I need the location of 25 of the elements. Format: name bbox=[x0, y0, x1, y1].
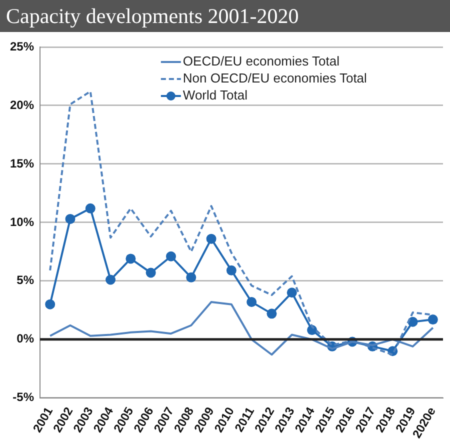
point bbox=[85, 203, 96, 214]
legend-label: Non OECD/EU economies Total bbox=[182, 70, 368, 86]
legend-label: World Total bbox=[182, 88, 248, 103]
point bbox=[106, 274, 116, 285]
point bbox=[226, 265, 236, 276]
y-tick-label: 0% bbox=[16, 332, 34, 346]
point bbox=[206, 234, 216, 244]
point bbox=[286, 288, 297, 298]
legend-label: OECD/EU economies Total bbox=[182, 54, 340, 69]
chart-title: Capacity developments 2001-2020 bbox=[0, 0, 450, 32]
y-tick-label: 25% bbox=[10, 39, 34, 54]
point bbox=[186, 272, 196, 282]
point bbox=[166, 251, 176, 262]
point bbox=[126, 254, 136, 264]
y-tick-label: 15% bbox=[10, 156, 34, 170]
y-tick-label: 10% bbox=[10, 214, 34, 229]
point bbox=[428, 314, 438, 325]
y-tick-label: 5% bbox=[16, 273, 34, 288]
point bbox=[146, 268, 156, 278]
y-tick-label: 20% bbox=[10, 98, 34, 112]
point bbox=[266, 308, 277, 319]
point bbox=[65, 214, 76, 224]
point bbox=[246, 296, 257, 307]
point bbox=[45, 299, 56, 310]
y-tick-label: -5% bbox=[12, 390, 34, 404]
